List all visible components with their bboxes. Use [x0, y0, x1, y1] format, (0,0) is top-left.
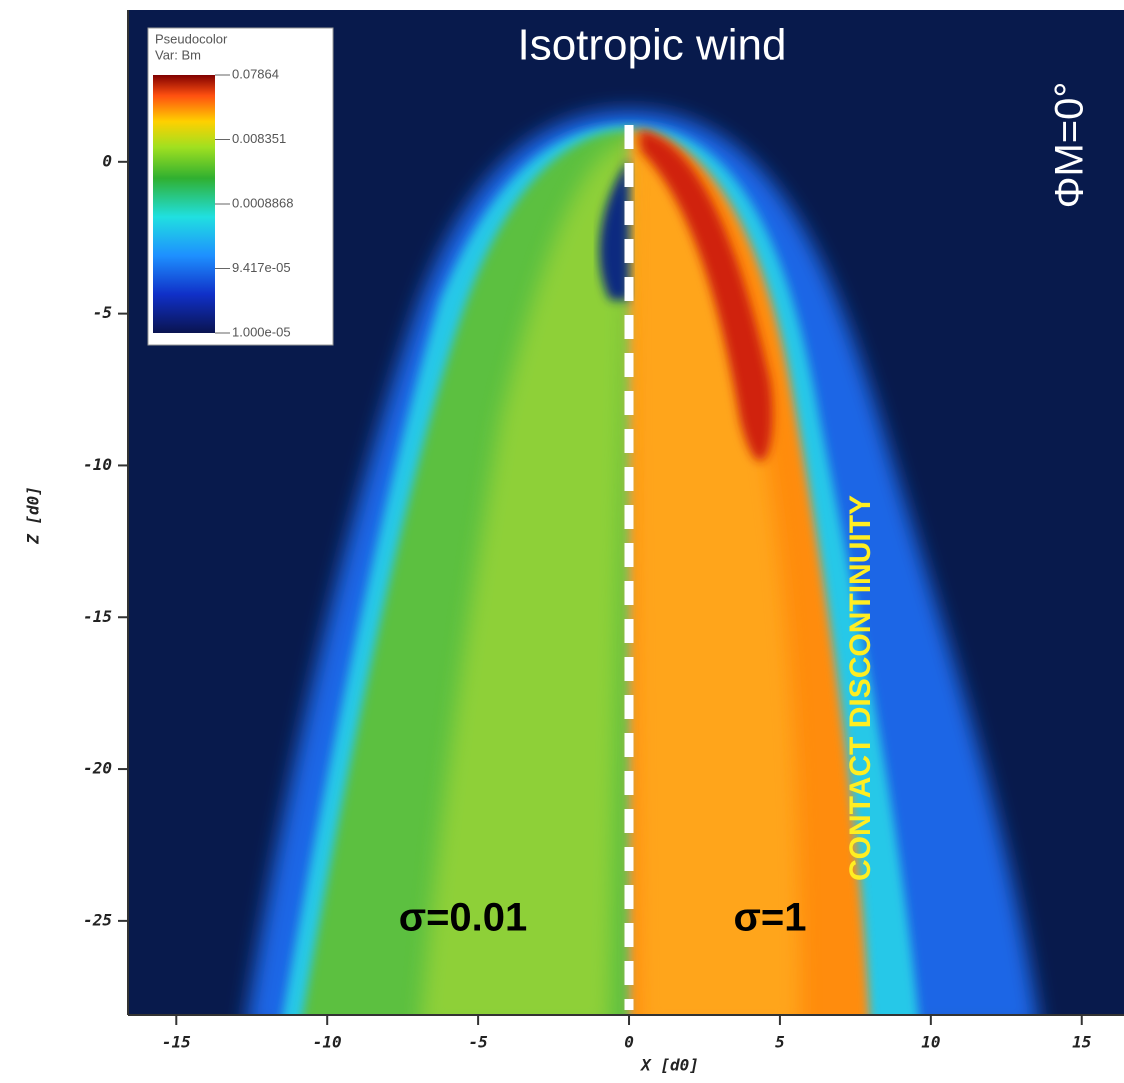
- colorbar-tick-label: 0.0008868: [232, 195, 293, 210]
- x-tick-label: 10: [921, 1033, 940, 1052]
- x-tick-label: -5: [468, 1033, 487, 1052]
- colorbar-tick-label: 1.000e-05: [232, 324, 291, 339]
- y-tick-label: -15: [83, 607, 112, 626]
- y-tick-label: -20: [83, 759, 112, 778]
- x-tick-label: 5: [775, 1033, 785, 1052]
- legend-title: Pseudocolor: [155, 31, 228, 46]
- y-tick-label: -10: [83, 455, 112, 474]
- colorbar-tick-label: 9.417e-05: [232, 260, 291, 275]
- y-axis-label: Z [d0]: [24, 486, 43, 545]
- x-tick-label: 15: [1072, 1033, 1091, 1052]
- colorbar: [153, 75, 215, 333]
- legend-variable: Var: Bm: [155, 47, 201, 62]
- colorbar-tick-label: 0.07864: [232, 66, 279, 81]
- x-tick-label: -10: [313, 1033, 342, 1052]
- chart: Pseudocolor Var: Bm Isotropic wind X [d0…: [0, 0, 1124, 1083]
- x-axis-label: X [d0]: [639, 1056, 699, 1075]
- y-tick-label: -25: [83, 910, 112, 929]
- colorbar-tick-label: 0.008351: [232, 131, 286, 146]
- y-tick-label: -5: [93, 303, 112, 322]
- annotation: σ=1: [734, 896, 807, 940]
- x-tick-label: 0: [624, 1033, 634, 1052]
- annotation: σ=0.01: [399, 896, 528, 940]
- annotation: CONTACT DISCONTINUITY: [844, 495, 877, 881]
- chart-title: Isotropic wind: [517, 21, 786, 70]
- y-tick-label: 0: [102, 151, 112, 170]
- annotation: ΦM=0°: [1048, 82, 1092, 209]
- x-tick-label: -15: [162, 1033, 191, 1052]
